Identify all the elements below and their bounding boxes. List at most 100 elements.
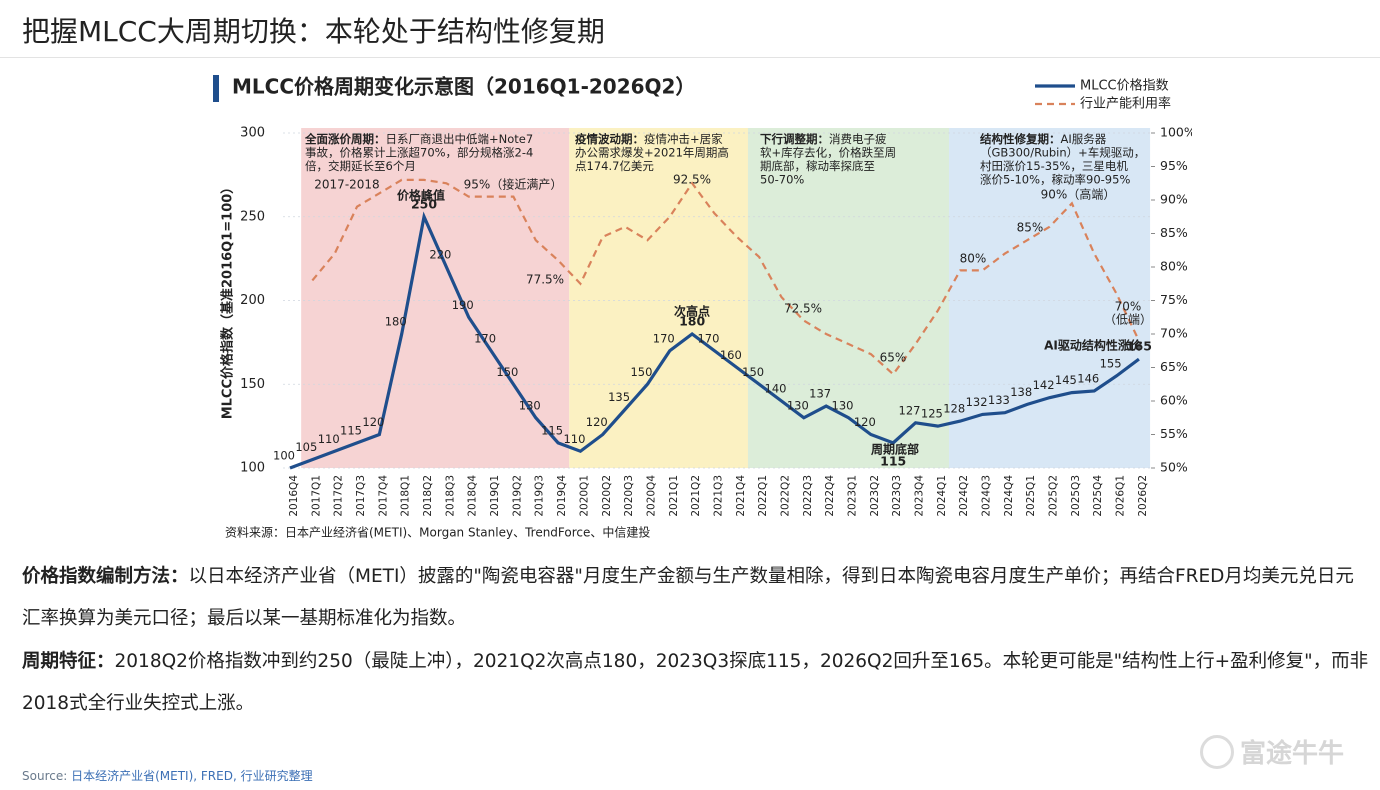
annotation: 周期底部 — [871, 442, 919, 457]
data-label: 130 — [832, 398, 854, 412]
data-label: 133 — [988, 393, 1010, 407]
data-label: 150 — [496, 365, 518, 379]
y-axis-label: MLCC价格指数（基准2016Q1=100） — [220, 181, 236, 420]
annotation: AI驱动结构性涨价 — [1044, 338, 1143, 353]
x-tick-label: 2026Q2 — [1137, 475, 1149, 517]
x-tick-label: 2023Q3 — [891, 475, 903, 517]
x-tick-label: 2017Q1 — [310, 475, 322, 517]
x-tick-label: 2023Q1 — [847, 475, 859, 517]
data-label: 165 — [1126, 339, 1152, 354]
source-text: 日本经济产业省(METI), FRED, 行业研究整理 — [71, 769, 313, 783]
period-text: 结构性修复期：AI服务器（GB300/Rubin）+车规驱动，村田涨价15-35… — [979, 132, 1145, 187]
legend-label: 行业产能利用率 — [1080, 96, 1171, 112]
y2-tick-label: 65% — [1160, 359, 1188, 374]
y2-tick-label: 85% — [1160, 225, 1188, 240]
x-tick-label: 2020Q3 — [623, 475, 635, 517]
period-band — [301, 128, 570, 468]
x-tick-label: 2025Q3 — [1070, 475, 1082, 517]
period-text: 疫情波动期：疫情冲击+居家办公需求爆发+2021年周期高点174.7亿美元 — [575, 132, 729, 173]
data-label: 150 — [630, 365, 652, 379]
paragraph-label: 价格指数编制方法： — [22, 566, 189, 587]
data-label: 115 — [340, 423, 362, 437]
data-label: 125 — [921, 407, 943, 421]
annotation: 2017-2018 — [314, 178, 379, 192]
data-label: 127 — [899, 403, 921, 417]
data-label: 138 — [1010, 385, 1032, 399]
data-label: 135 — [608, 390, 630, 404]
data-label: 140 — [765, 382, 787, 396]
period-line: 村田涨价15-35%，三星电机 — [980, 159, 1128, 173]
y2-tick-label: 75% — [1160, 292, 1188, 307]
x-tick-label: 2025Q4 — [1092, 475, 1104, 517]
x-tick-label: 2017Q4 — [377, 475, 389, 517]
x-tick-label: 2021Q4 — [735, 475, 747, 517]
x-tick-label: 2026Q1 — [1115, 475, 1127, 517]
y-tick-label: 300 — [240, 126, 265, 141]
y2-tick-label: 70% — [1160, 326, 1188, 341]
data-label: 190 — [452, 298, 474, 312]
annotation: 65% — [880, 351, 907, 365]
period-text: 全面涨价周期：日系厂商退出中低端+Note7 事故，价格累计上涨超70%，部分规格… — [304, 132, 533, 173]
period-title: 全面涨价周期： — [304, 132, 386, 146]
y2-tick-label: 50% — [1160, 460, 1188, 475]
period-line: 软+库存去化，价格跌至周 — [760, 145, 896, 159]
data-label: 180 — [385, 315, 407, 329]
data-label: 105 — [295, 440, 317, 454]
period-line: 消费电子疲 — [829, 132, 887, 146]
x-tick-label: 2019Q2 — [511, 475, 523, 517]
data-label: 155 — [1100, 356, 1122, 370]
x-tick-label: 2024Q1 — [936, 475, 948, 517]
y2-tick-label: 60% — [1160, 393, 1188, 408]
page-title: 把握MLCC大周期切换：本轮处于结构性修复期 — [22, 15, 605, 48]
x-tick-label: 2021Q3 — [712, 475, 724, 517]
utilization-line — [311, 178, 1140, 376]
period-line: （GB300/Rubin）+车规驱动， — [980, 145, 1145, 159]
annotation: 90%（高端） — [1041, 187, 1116, 202]
data-label: 137 — [809, 387, 831, 401]
data-label: 170 — [653, 331, 675, 345]
x-tick-label: 2022Q4 — [824, 475, 836, 517]
data-label: 220 — [429, 248, 451, 262]
data-label: 110 — [318, 432, 340, 446]
data-label: 100 — [273, 449, 295, 463]
paragraph: 周期特征：2018Q2价格指数冲到约250（最陡上冲），2021Q2次高点180… — [22, 641, 1372, 725]
y2-tick-label: 95% — [1160, 158, 1188, 173]
footer-source: Source: 日本经济产业省(METI), FRED, 行业研究整理 — [22, 767, 313, 784]
x-tick-label: 2023Q4 — [914, 475, 926, 517]
x-tick-label: 2016Q4 — [288, 475, 300, 517]
x-tick-label: 2025Q2 — [1048, 475, 1060, 517]
period-title: 疫情波动期： — [575, 132, 644, 146]
period-line: 涨价5-10%，稼动率90-95% — [980, 172, 1130, 186]
period-line: 日系厂商退出中低端+Note7 — [386, 132, 534, 146]
annotation: 72.5% — [784, 302, 822, 316]
y-tick-label: 250 — [240, 209, 265, 224]
paragraph-text: 以日本经济产业省（METI）披露的"陶瓷电容器"月度生产金额与生产数量相除，得到… — [22, 566, 1354, 629]
y-tick-label: 150 — [240, 377, 265, 392]
data-label: 120 — [362, 415, 384, 429]
annotation: 次高点 — [674, 304, 710, 319]
period-title: 下行调整期： — [760, 132, 829, 146]
data-label: 160 — [720, 348, 742, 362]
period-line: AI服务器 — [1061, 132, 1107, 146]
data-label: 130 — [787, 398, 809, 412]
x-tick-label: 2019Q4 — [556, 475, 568, 517]
y2-tick-label: 100% — [1160, 125, 1192, 140]
data-label: 180 — [679, 314, 705, 329]
x-tick-label: 2019Q3 — [534, 475, 546, 517]
period-line: 50-70% — [760, 172, 804, 186]
data-label: 170 — [697, 331, 719, 345]
data-label: 115 — [541, 423, 563, 437]
x-tick-label: 2020Q2 — [601, 475, 613, 517]
paragraph-text: 2018Q2价格指数冲到约250（最陡上冲），2021Q2次高点180，2023… — [22, 651, 1369, 714]
data-label: 130 — [519, 398, 541, 412]
data-label: 120 — [586, 415, 608, 429]
x-tick-label: 2020Q1 — [578, 475, 590, 517]
period-line: 倍，交期延长至6个月 — [305, 159, 416, 173]
data-label: 170 — [474, 331, 496, 345]
x-tick-label: 2018Q3 — [444, 475, 456, 517]
x-tick-label: 2017Q3 — [355, 475, 367, 517]
annotation: 92.5% — [673, 173, 711, 187]
x-tick-label: 2018Q2 — [422, 475, 434, 517]
annotation: 价格峰值 — [397, 188, 445, 203]
